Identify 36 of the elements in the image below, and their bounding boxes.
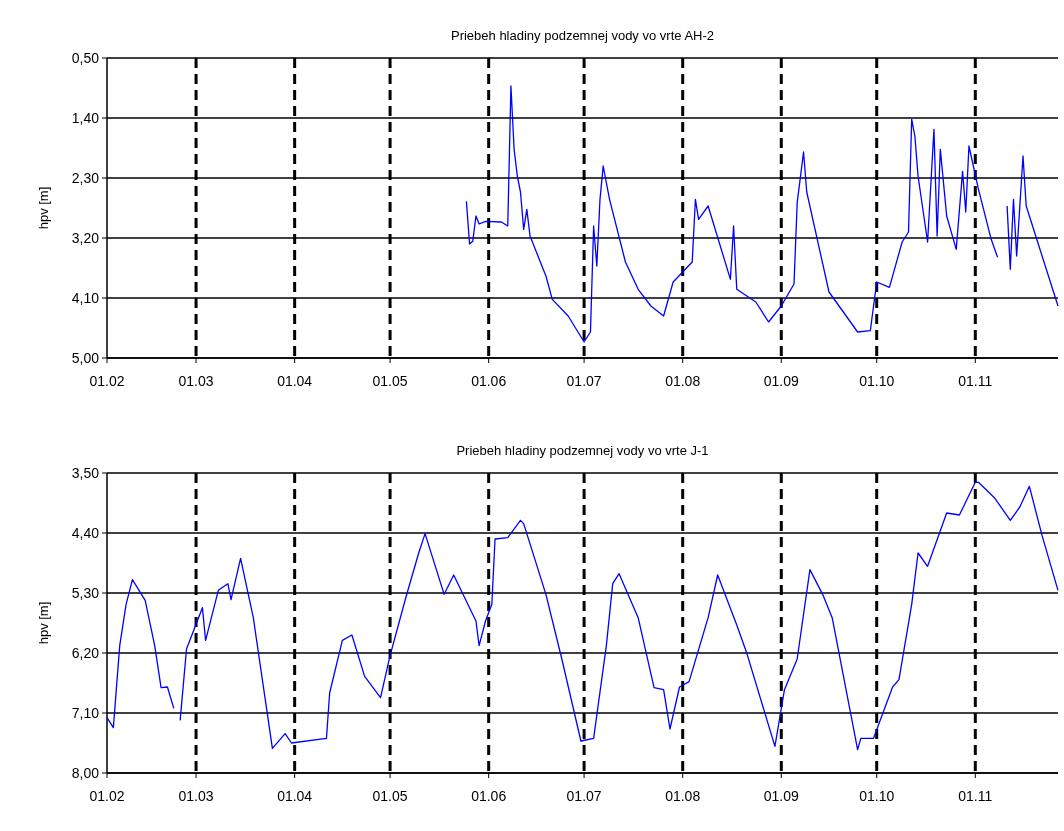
y-tick-label: 7,10 [71,705,100,721]
y-tick-label: 4,40 [71,525,100,541]
y-tick-label: 1,40 [71,110,100,126]
x-tick-label: 01.04 [277,373,313,389]
x-tick-label: 01.11 [958,373,993,389]
y-tick-label: 6,20 [71,645,100,661]
x-tick-label: 01.02 [89,788,125,804]
y-tick-label: 5,30 [71,585,100,601]
chart-title: Priebeh hladiny podzemnej vody vo vrte J-1 [456,443,709,458]
y-axis-title: hpv [m] [36,186,51,230]
x-tick-label: 01.10 [859,373,895,389]
x-tick-label: 01.05 [372,788,408,804]
x-tick-label: 01.05 [372,373,408,389]
y-tick-label: 3,50 [71,465,100,481]
x-tick-label: 01.11 [958,788,993,804]
y-tick-label: 5,00 [71,350,100,366]
x-tick-label: 01.08 [665,373,701,389]
x-tick-label: 01.06 [471,373,507,389]
chart-title: Priebeh hladiny podzemnej vody vo vrte AH-2 [450,28,715,43]
x-tick-label: 01.03 [178,788,214,804]
x-tick-label: 01.06 [471,788,507,804]
y-tick-label: 8,00 [71,765,100,781]
x-tick-label: 01.02 [89,373,125,389]
x-tick-label: 01.03 [178,373,214,389]
x-tick-label: 01.04 [277,788,313,804]
x-tick-label: 01.09 [763,373,800,389]
y-axis-title: hpv [m] [36,601,51,645]
y-tick-label: 4,10 [71,290,100,306]
x-tick-label: 01.07 [566,788,602,804]
x-tick-label: 01.09 [763,788,800,804]
y-tick-label: 0,50 [71,50,100,66]
x-tick-label: 01.07 [566,373,602,389]
x-tick-label: 01.10 [859,788,895,804]
y-tick-label: 2,30 [71,170,100,186]
x-tick-label: 01.08 [665,788,701,804]
y-tick-label: 3,20 [71,230,100,246]
